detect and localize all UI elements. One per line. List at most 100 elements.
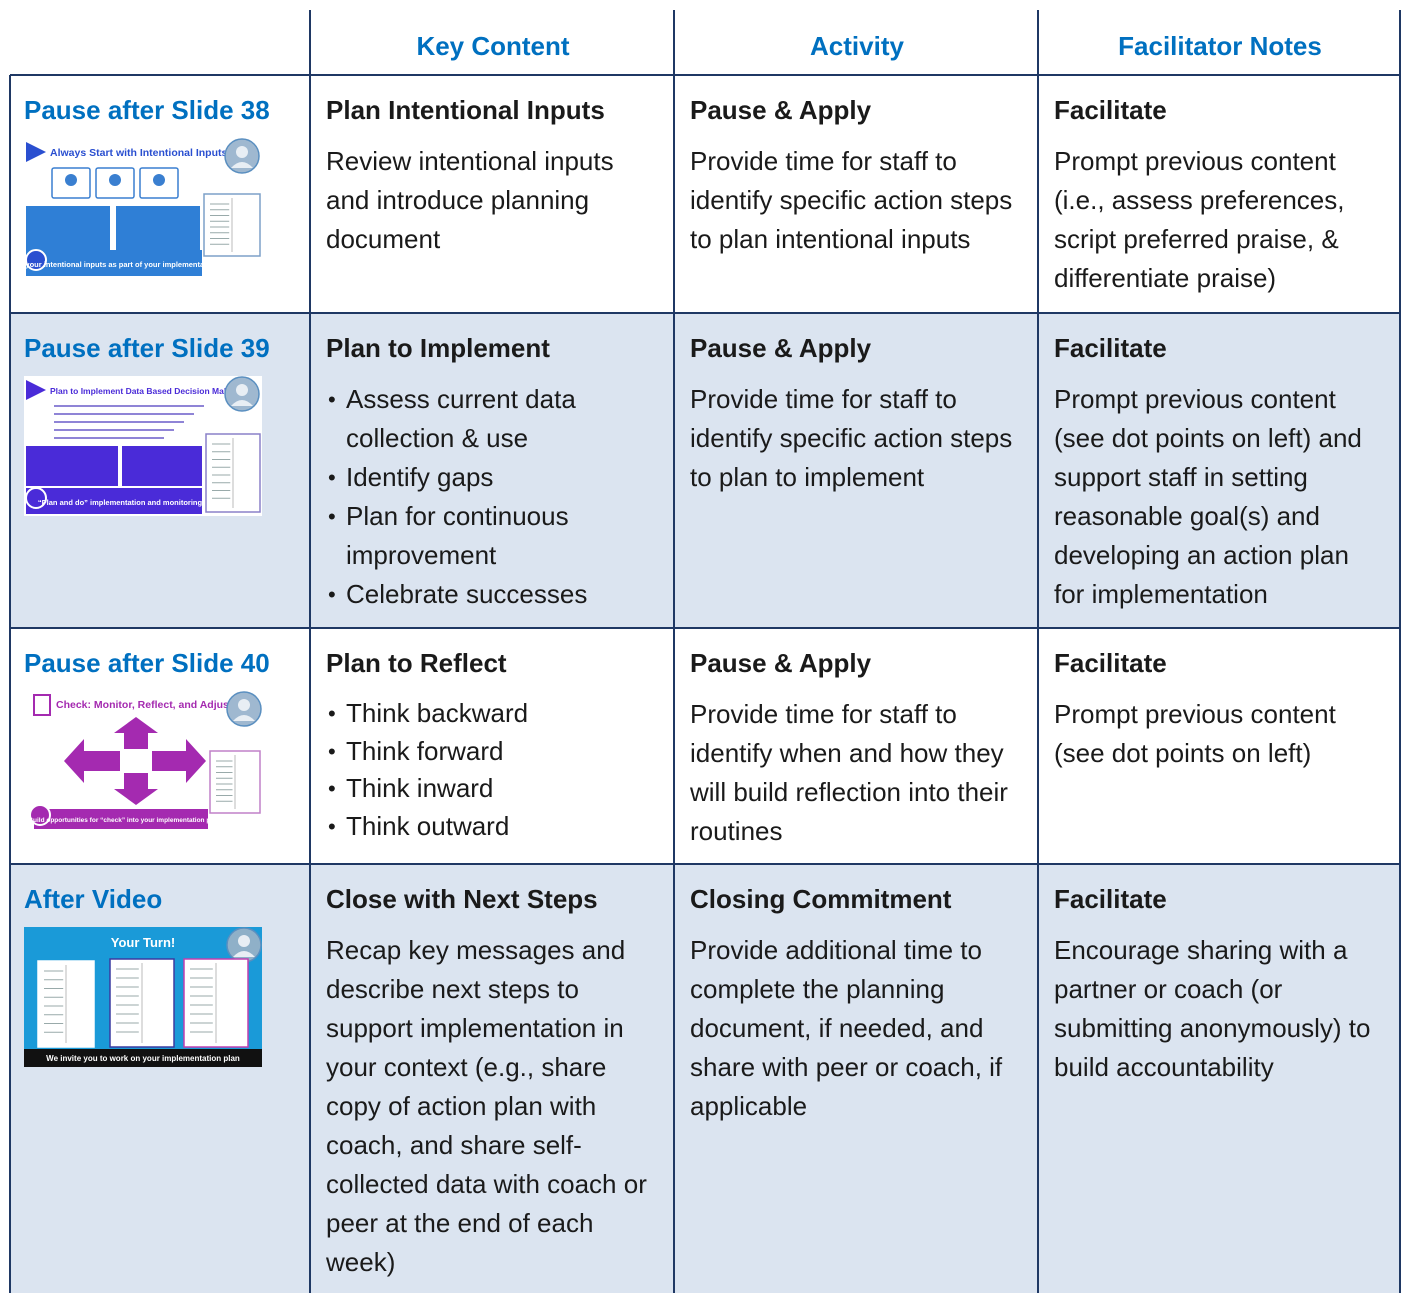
slide-thumbnail: Your Turn! We invite you to work on your …: [24, 927, 262, 1067]
v-border: [673, 10, 675, 1293]
banner: [34, 809, 208, 829]
notes-cell: Facilitate Prompt previous content (see d…: [1038, 313, 1400, 628]
notes-cell: Facilitate Prompt previous content (i.e.,…: [1038, 75, 1400, 313]
activity-cell: Pause & Apply Provide time for staff to i…: [674, 628, 1038, 864]
cell-title: Plan to Reflect: [326, 648, 507, 678]
box-a: [26, 446, 118, 486]
bullet: Assess current data collection & use: [328, 380, 660, 458]
pause-icon: [25, 487, 47, 509]
session-title: Pause after Slide 38: [24, 95, 270, 125]
avatar-body: [233, 951, 255, 957]
session-cell: Pause after Slide 39 Plan to Implement Da…: [10, 313, 310, 628]
cell-title: Pause & Apply: [690, 95, 872, 125]
cell-text: Prompt previous content (i.e., assess pr…: [1054, 146, 1345, 293]
clipboard: [33, 694, 51, 716]
h-border: [10, 863, 1401, 865]
bullet-list: Assess current data collection & useIden…: [326, 380, 660, 614]
avatar-head: [236, 146, 248, 158]
banner-text: Build your intentional inputs as part of…: [24, 260, 236, 269]
activity-cell: Closing Commitment Provide additional tim…: [674, 864, 1038, 1293]
banner-text: We invite you to work on your implementa…: [46, 1054, 240, 1063]
activity-cell: Pause & Apply Provide time for staff to i…: [674, 313, 1038, 628]
session-title: After Video: [24, 884, 163, 914]
cell-title: Facilitate: [1054, 95, 1167, 125]
cell-title: Pause & Apply: [690, 333, 872, 363]
slide-thumbnail: Always Start with Intentional Inputs Buil…: [24, 138, 262, 278]
bullet: Think outward: [328, 808, 660, 846]
slide-title: Check: Monitor, Reflect, and Adjust: [56, 699, 233, 711]
cell-title: Plan Intentional Inputs: [326, 95, 605, 125]
avatar-body: [233, 715, 255, 721]
avatar-head: [238, 935, 250, 947]
triangle: [26, 380, 46, 400]
cell-text: Provide additional time to complete the …: [690, 935, 1003, 1121]
bullet: Identify gaps: [328, 458, 660, 497]
h-border: [10, 74, 1401, 76]
v-border: [309, 10, 311, 1293]
banner: [24, 1049, 262, 1067]
cell-text: Recap key messages and describe next ste…: [326, 935, 647, 1277]
bullet: Think forward: [328, 733, 660, 771]
cell-text: Prompt previous content (see dot points …: [1054, 384, 1362, 609]
slide-thumbnail: Check: Monitor, Reflect, and Adjust Build…: [24, 691, 262, 831]
notes-cell: Facilitate Encourage sharing with a partn…: [1038, 864, 1400, 1293]
bullet: Celebrate successes: [328, 575, 660, 614]
column-header: Key Content: [416, 31, 570, 61]
session-title: Pause after Slide 40: [24, 648, 270, 678]
slide-thumbnail: Plan to Implement Data Based Decision Ma…: [24, 376, 262, 516]
arrow-down: [114, 773, 158, 805]
cell-text: Encourage sharing with a partner or coac…: [1054, 935, 1371, 1082]
v-border: [1037, 10, 1039, 1293]
column-header: Facilitator Notes: [1118, 31, 1322, 61]
cell-title: Pause & Apply: [690, 648, 872, 678]
key-content-cell: Plan to Reflect Think backwardThink forwa…: [310, 628, 674, 864]
bullet: Think inward: [328, 770, 660, 808]
cell-text: Provide time for staff to identify when …: [690, 699, 1008, 846]
icon: [153, 174, 165, 186]
activity-cell: Pause & Apply Provide time for staff to i…: [674, 75, 1038, 313]
cell-title: Facilitate: [1054, 333, 1167, 363]
notes-cell: Facilitate Prompt previous content (see d…: [1038, 628, 1400, 864]
cell-title: Close with Next Steps: [326, 884, 598, 914]
slide-title: Always Start with Intentional Inputs: [50, 147, 228, 159]
cell-text: Provide time for staff to identify speci…: [690, 384, 1013, 492]
slide-title: Plan to Implement Data Based Decision Ma…: [50, 386, 241, 396]
avatar-body: [231, 400, 253, 406]
icon: [109, 174, 121, 186]
arrow-left: [64, 739, 120, 783]
cell-title: Plan to Implement: [326, 333, 550, 363]
cell-text: Review intentional inputs and introduce …: [326, 146, 614, 254]
column-header: Activity: [810, 31, 904, 61]
avatar-body: [231, 162, 253, 168]
h-border: [10, 627, 1401, 629]
bullet: Plan for continuous improvement: [328, 497, 660, 575]
key-content-cell: Plan Intentional Inputs Review intentiona…: [310, 75, 674, 313]
cell-text: Provide time for staff to identify speci…: [690, 146, 1013, 254]
key-content-cell: Close with Next Steps Recap key messages …: [310, 864, 674, 1293]
bullet: Think backward: [328, 695, 660, 733]
pause-icon: [25, 249, 47, 271]
key-content-cell: Plan to Implement Assess current data col…: [310, 313, 674, 628]
v-border: [9, 75, 11, 1293]
banner: [26, 488, 202, 514]
h-border: [10, 312, 1401, 314]
avatar-head: [238, 699, 250, 711]
cell-title: Facilitate: [1054, 884, 1167, 914]
cell-title: Facilitate: [1054, 648, 1167, 678]
box-b: [116, 206, 200, 250]
triangle: [26, 142, 46, 162]
banner: [26, 250, 202, 276]
cell-title: Closing Commitment: [690, 884, 952, 914]
box-a: [26, 206, 110, 250]
banner-text: Build opportunities for “check” into you…: [28, 817, 219, 824]
cell-text: Prompt previous content (see dot points …: [1054, 699, 1336, 768]
session-cell: Pause after Slide 38 Always Start with In…: [10, 75, 310, 313]
session-cell: Pause after Slide 40 Check: Monitor, Refl…: [10, 628, 310, 864]
banner-text: “Plan and do” implementation and monitor…: [38, 498, 203, 507]
icon: [65, 174, 77, 186]
box-b: [122, 446, 202, 486]
arrow-up: [114, 717, 158, 749]
session-cell: After Video Your Turn! We invite you to wo…: [10, 864, 310, 1293]
avatar-head: [236, 384, 248, 396]
